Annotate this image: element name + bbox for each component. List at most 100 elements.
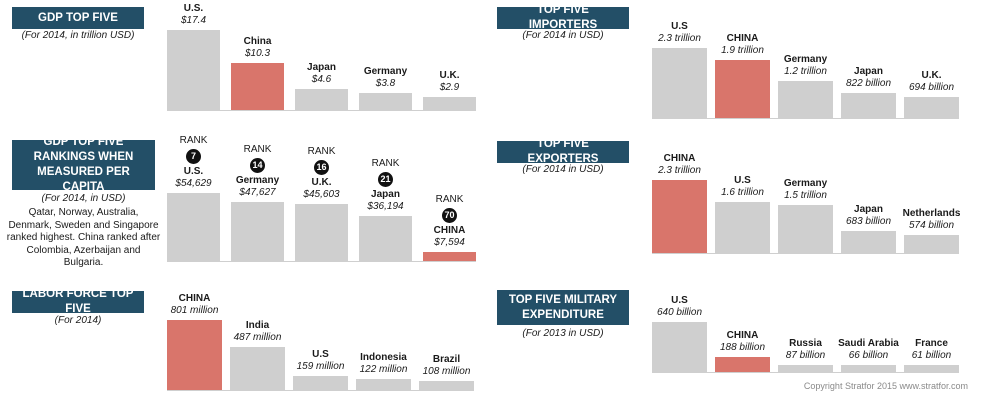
bar-u-s: [652, 48, 707, 118]
bar-label-japan: Japan 683 billion: [831, 204, 906, 228]
bar-germany: [778, 205, 833, 253]
category-label: France: [915, 338, 948, 349]
bar-u-k: [423, 96, 476, 110]
bar-china: [715, 357, 770, 372]
value-label: 822 billion: [845, 77, 892, 89]
bar-label-india: India 487 million: [220, 320, 295, 344]
bar-label-germany: Germany $3.8: [349, 66, 422, 90]
rank-badge: 21: [378, 171, 393, 187]
value-label: $4.6: [311, 73, 332, 85]
category-label: U.S: [312, 349, 329, 361]
bar-label-china: CHINA 801 million: [157, 293, 232, 317]
bar-label-china: CHINA 2.3 trillion: [642, 153, 717, 177]
value-label: 188 billion: [719, 342, 766, 354]
category-label: Russia: [789, 338, 822, 349]
category-label: Netherlands: [902, 207, 961, 219]
bar-china: [423, 251, 476, 261]
value-label: $45,603: [303, 189, 340, 201]
value-label: 122 million: [359, 364, 408, 376]
category-label: Indonesia: [360, 352, 407, 364]
category-label: CHINA: [178, 293, 211, 304]
bar-japan: [295, 88, 348, 110]
bar-label-u-k: U.K. 694 billion: [894, 70, 969, 94]
bar-label-germany: Germany 1.2 trillion: [768, 54, 843, 78]
value-label: 87 billion: [785, 350, 826, 361]
bar-label-u-s: U.S 159 million: [283, 349, 358, 373]
bar-indonesia: [356, 379, 411, 390]
category-label: CHINA: [726, 33, 759, 45]
value-label: 61 billion: [911, 350, 952, 361]
bar-label-netherlands: Netherlands 574 billion: [894, 208, 969, 232]
rank-badge: 14: [250, 157, 265, 173]
value-label: $2.9: [439, 81, 460, 93]
rank-label: RANK: [307, 146, 336, 158]
category-label: Saudi Arabia: [838, 338, 899, 349]
category-label: Germany: [783, 178, 828, 190]
value-label: $3.8: [375, 77, 396, 89]
category-label: U.S: [671, 295, 688, 306]
chart-title: TOP FIVE EXPORTERS: [497, 138, 629, 165]
chart-subtitle: (For 2014 in USD): [522, 164, 604, 175]
rank-label: RANK: [243, 143, 272, 155]
bar-u-k: [904, 96, 959, 118]
value-label: 108 million: [422, 365, 471, 377]
value-label: 574 billion: [908, 219, 955, 231]
category-label: Japan: [371, 188, 400, 200]
bar-japan: [841, 92, 896, 118]
category-label: Germany: [363, 65, 408, 77]
value-label: 159 million: [296, 361, 345, 373]
bar-label-u-s: U.S 640 billion: [642, 295, 717, 319]
bar-u-k: [295, 204, 348, 261]
chart-baseline: [167, 390, 474, 391]
value-label: $7,594: [434, 236, 465, 248]
bar-china: [231, 62, 284, 110]
bar-label-u-s: RANK 7 U.S. $54,629: [157, 135, 230, 190]
chart-subtitle: (For 2014): [54, 315, 102, 326]
bar-label-japan: RANK 21 Japan $36,194: [349, 158, 422, 213]
value-label: 1.6 trillion: [721, 187, 764, 199]
bar-brazil: [419, 380, 474, 390]
bar-u-s: [715, 202, 770, 253]
value-label: 1.5 trillion: [784, 190, 827, 202]
bar-u-s: [652, 322, 707, 372]
bar-label-china: RANK 70 CHINA $7,594: [413, 194, 486, 249]
value-label: 640 billion: [656, 307, 703, 318]
category-label: China: [243, 35, 272, 47]
value-label: 1.2 trillion: [784, 66, 827, 78]
chart-subtitle: (For 2014, in trillion USD): [21, 30, 135, 41]
bar-label-brazil: Brazil 108 million: [409, 354, 484, 378]
rank-label: RANK: [371, 157, 400, 169]
rank-badge: 7: [186, 149, 201, 164]
chart-baseline: [652, 253, 959, 254]
value-label: 683 billion: [845, 216, 892, 228]
category-label: U.K.: [311, 177, 332, 189]
chart-baseline: [652, 372, 959, 373]
value-label: 66 billion: [848, 350, 889, 361]
value-label: $17.4: [180, 15, 207, 26]
bar-label-u-s: U.S. $17.4: [157, 3, 230, 27]
bar-label-france: France 61 billion: [894, 338, 969, 362]
chart-title: GDP TOP FIVE RANKINGS WHEN MEASURED PER …: [12, 136, 155, 193]
value-label: 1.9 trillion: [721, 45, 764, 57]
bar-label-u-s: U.S 1.6 trillion: [705, 175, 780, 199]
category-label: U.K.: [921, 69, 942, 81]
bar-germany: [359, 92, 412, 110]
bar-u-s: [167, 30, 220, 110]
copyright-footer: Copyright Stratfor 2015 www.stratfor.com: [803, 381, 968, 391]
bar-russia: [778, 365, 833, 372]
value-label: 487 million: [233, 332, 282, 344]
bar-u-s: [293, 376, 348, 390]
chart-subtitle: (For 2014, in USD): [41, 193, 126, 204]
value-label: 801 million: [170, 305, 219, 316]
category-label: CHINA: [433, 224, 466, 236]
rank-badge: 16: [314, 160, 329, 176]
chart-title: GDP TOP FIVE: [12, 7, 144, 29]
category-label: U.K.: [439, 69, 460, 81]
category-label: U.S: [671, 21, 688, 32]
bar-germany: [778, 81, 833, 118]
bar-label-china: CHINA 188 billion: [705, 330, 780, 354]
category-label: CHINA: [726, 330, 759, 342]
value-label: $47,627: [239, 186, 276, 198]
bar-label-germany: RANK 14 Germany $47,627: [221, 144, 294, 199]
category-label: Germany: [783, 54, 828, 66]
